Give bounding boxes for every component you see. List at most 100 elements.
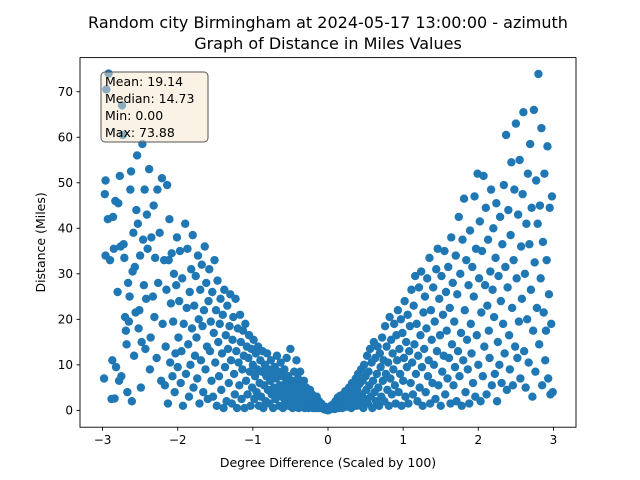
- data-point: [174, 333, 183, 342]
- data-point: [501, 130, 511, 140]
- data-point: [467, 349, 476, 358]
- chart-subtitle: Graph of Distance in Miles Values: [194, 34, 462, 53]
- data-point: [413, 351, 423, 360]
- data-point: [505, 365, 515, 374]
- data-point: [223, 344, 233, 354]
- data-point: [488, 285, 497, 294]
- data-point: [511, 119, 521, 128]
- data-point: [429, 283, 438, 292]
- data-point: [160, 381, 170, 390]
- data-point: [541, 326, 551, 335]
- data-point: [266, 356, 276, 365]
- y-tick-label: 10: [58, 358, 73, 372]
- data-point: [368, 403, 377, 413]
- data-point: [299, 376, 309, 385]
- data-point: [362, 351, 372, 360]
- data-point: [172, 233, 182, 242]
- data-point: [465, 226, 475, 235]
- data-point: [236, 337, 246, 347]
- data-point: [125, 292, 134, 301]
- data-point: [435, 331, 445, 340]
- data-point: [443, 374, 452, 383]
- data-point: [544, 290, 554, 299]
- stats-max: Max: 73.88: [105, 125, 175, 140]
- data-point: [208, 287, 217, 297]
- data-point: [155, 228, 164, 238]
- data-point: [430, 317, 439, 326]
- data-point: [522, 315, 532, 324]
- data-point: [383, 358, 393, 367]
- data-point: [123, 387, 132, 397]
- x-tick-label: 0: [324, 433, 332, 447]
- y-tick-label: 40: [58, 221, 73, 235]
- data-point: [514, 317, 524, 326]
- data-point: [235, 381, 244, 390]
- data-point: [501, 262, 510, 272]
- data-point: [451, 251, 460, 260]
- data-point: [479, 171, 488, 181]
- data-point: [146, 333, 155, 342]
- data-point: [157, 174, 167, 183]
- data-point: [225, 321, 234, 331]
- data-point: [521, 383, 530, 392]
- data-point: [145, 365, 155, 374]
- data-point: [195, 399, 204, 408]
- data-point: [100, 189, 110, 199]
- data-point: [141, 344, 150, 354]
- data-point: [415, 383, 424, 392]
- data-point: [135, 306, 144, 315]
- data-point: [482, 390, 491, 399]
- data-point: [101, 176, 110, 185]
- data-point: [411, 369, 421, 379]
- data-point: [525, 139, 535, 149]
- data-point: [235, 310, 245, 319]
- data-point: [147, 233, 156, 242]
- data-point: [223, 301, 232, 310]
- data-point: [462, 255, 471, 265]
- data-point: [404, 399, 413, 408]
- data-point: [547, 192, 557, 201]
- data-point: [523, 169, 533, 178]
- data-point: [410, 271, 420, 281]
- data-point: [115, 171, 125, 181]
- data-point: [416, 267, 426, 276]
- data-point: [127, 397, 137, 406]
- data-point: [524, 358, 533, 367]
- data-point: [448, 278, 457, 288]
- data-point: [395, 369, 405, 379]
- data-point: [231, 294, 240, 304]
- data-point: [386, 374, 395, 383]
- data-point: [453, 346, 463, 356]
- data-point: [417, 362, 427, 372]
- data-point: [519, 346, 529, 356]
- data-point: [503, 283, 512, 292]
- data-point: [535, 201, 545, 210]
- data-point: [442, 326, 451, 335]
- data-point: [489, 312, 499, 322]
- data-point: [537, 123, 546, 133]
- data-point: [113, 287, 122, 297]
- data-point: [517, 294, 527, 304]
- data-point: [404, 346, 414, 356]
- data-point: [243, 390, 252, 399]
- data-point: [175, 246, 185, 256]
- y-axis-label: Distance (Miles): [33, 192, 48, 292]
- data-point: [136, 383, 146, 392]
- data-point: [182, 303, 191, 313]
- data-point: [444, 262, 453, 272]
- data-point: [483, 301, 492, 310]
- data-point: [250, 372, 260, 381]
- data-point: [224, 378, 233, 388]
- data-point: [121, 326, 131, 335]
- data-point: [458, 235, 467, 244]
- y-tick-label: 30: [58, 267, 73, 281]
- data-point: [449, 381, 458, 390]
- y-tick-label: 20: [58, 313, 73, 327]
- data-point: [375, 349, 385, 358]
- data-point: [395, 344, 404, 354]
- stats-mean: Mean: 19.14: [105, 74, 183, 89]
- data-point: [469, 292, 478, 301]
- data-point: [201, 365, 210, 374]
- data-point: [405, 321, 415, 331]
